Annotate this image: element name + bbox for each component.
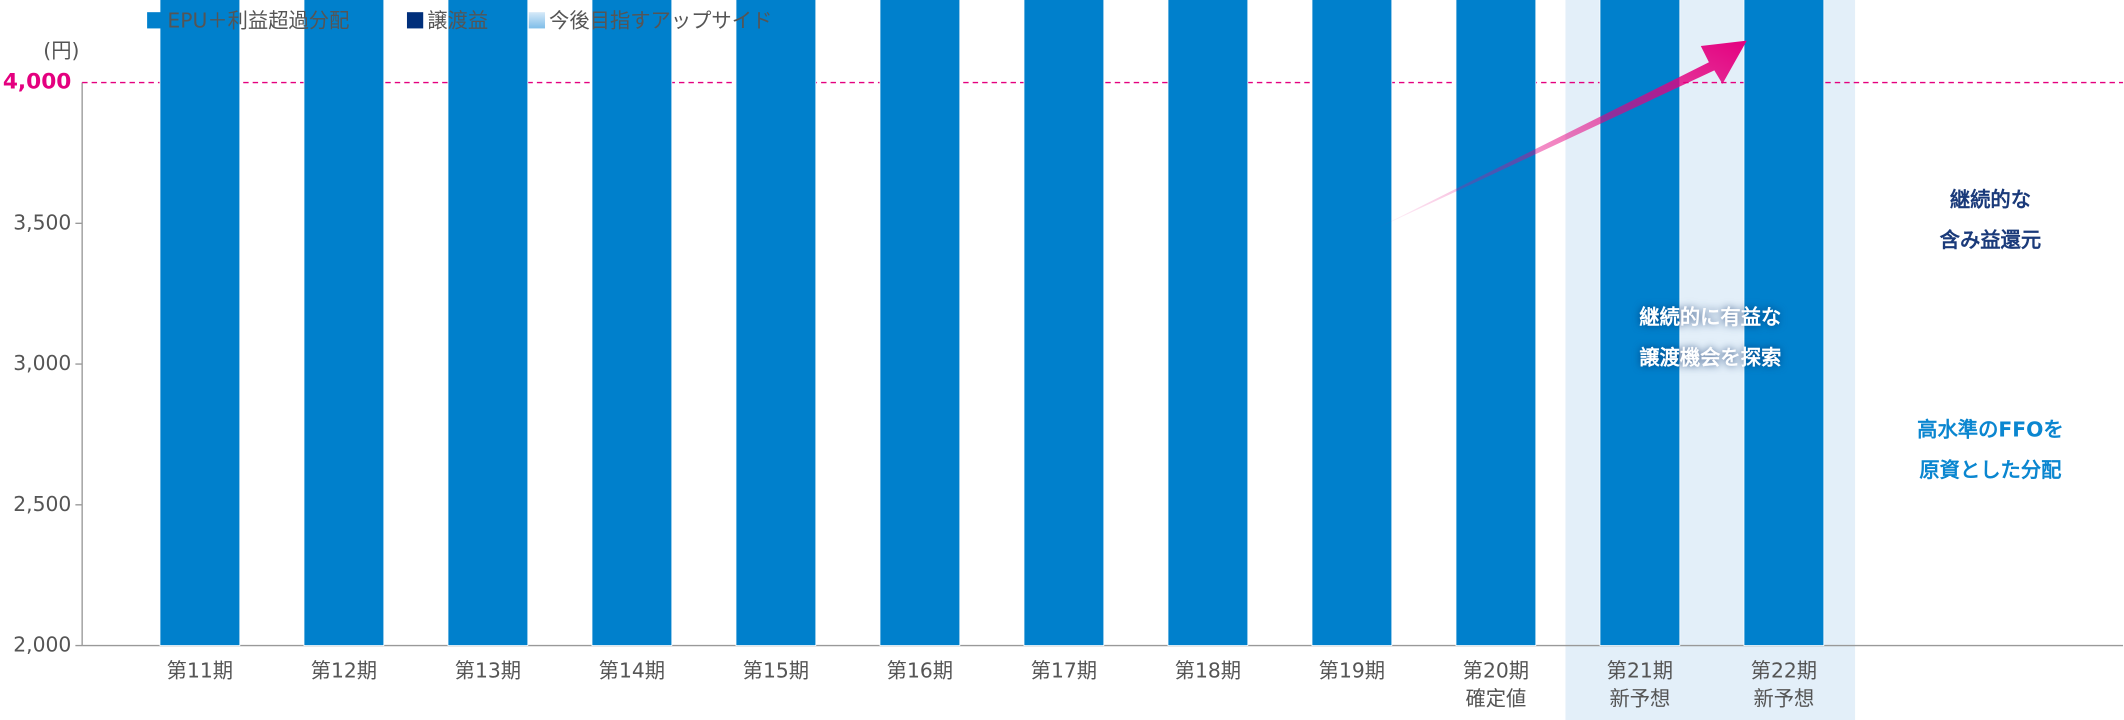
- annotation: 継続的に有益な: [1639, 305, 1781, 329]
- x-tick-label: 第19期: [1319, 658, 1385, 682]
- bar: [1599, 0, 1681, 646]
- legend-label: EPU＋利益超過分配: [167, 9, 349, 33]
- y-tick-label: 2,500: [13, 492, 71, 516]
- legend-label: 譲渡益: [427, 9, 488, 33]
- legend-swatch: [528, 12, 546, 29]
- legend-label: 今後目指すアップサイド: [549, 9, 772, 33]
- x-tick-label: 第12期: [311, 658, 377, 682]
- y-tick-label: 3,000: [13, 351, 71, 375]
- x-tick-label: 第15期: [743, 658, 809, 682]
- x-tick-label: 第11期: [167, 658, 233, 682]
- annotation: 譲渡機会を探索: [1639, 346, 1781, 370]
- legend-swatch: [406, 12, 424, 29]
- x-tick-label: 第20期: [1463, 658, 1529, 682]
- y-tick-label: 3,500: [13, 210, 71, 234]
- bar: [1455, 0, 1537, 646]
- annotation: 高水準のFFOを: [1917, 417, 2063, 441]
- bar: [879, 0, 961, 646]
- bar: [1311, 0, 1393, 646]
- x-tick-sublabel: 新予想: [1753, 687, 1814, 711]
- bar: [591, 0, 673, 646]
- x-tick-label: 第21期: [1607, 658, 1673, 682]
- x-tick-label: 第14期: [599, 658, 665, 682]
- legend-swatch: [147, 12, 164, 29]
- annotation: 継続的な: [1950, 187, 2031, 211]
- annotation: 含み益還元: [1940, 228, 2041, 252]
- bar: [735, 0, 817, 646]
- y-tick-label: 2,000: [13, 633, 71, 657]
- upside-arrow: [1367, 40, 1747, 233]
- bar: [303, 0, 385, 646]
- x-tick-label: 第13期: [455, 658, 521, 682]
- x-tick-label: 第16期: [887, 658, 953, 682]
- bar: [1023, 0, 1105, 646]
- x-tick-label: 第18期: [1175, 658, 1241, 682]
- bar: [159, 0, 241, 646]
- bar: [1743, 0, 1825, 646]
- annotation: 原資とした分配: [1919, 458, 2062, 482]
- unit-label: (円): [43, 38, 79, 62]
- bar: [1167, 0, 1249, 646]
- bar: [447, 0, 529, 646]
- x-tick-label: 第17期: [1031, 658, 1097, 682]
- y-tick-label: 4,000: [3, 70, 71, 95]
- x-tick-sublabel: 新予想: [1609, 687, 1670, 711]
- x-tick-label: 第22期: [1751, 658, 1817, 682]
- x-tick-sublabel: 確定値: [1465, 687, 1526, 711]
